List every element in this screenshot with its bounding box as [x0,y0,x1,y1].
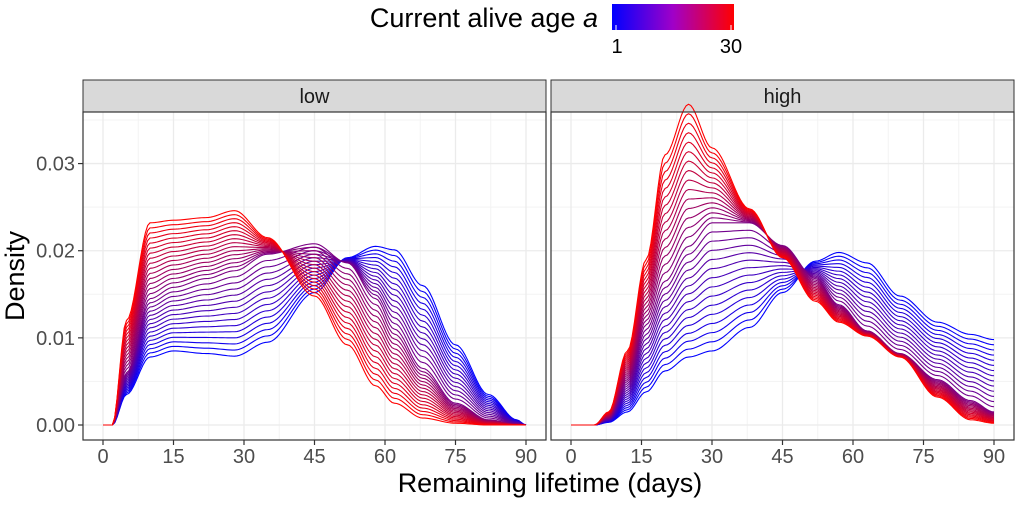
density-line-age-7 [571,268,995,426]
x-tick-label: 30 [701,446,723,468]
y-tick-label: 0.03 [36,154,75,176]
facet-label-high: high [764,86,802,108]
density-line-age-30 [103,210,526,426]
density-curves-high [571,103,995,426]
density-line-age-16 [103,246,527,426]
x-tick-label: 75 [444,446,466,468]
density-line-age-17 [571,212,995,426]
density-line-age-5 [571,265,995,426]
density-line-age-22 [103,242,527,426]
x-tick-label: 0 [97,446,108,468]
density-line-age-10 [571,259,995,426]
x-tick-label: 45 [303,446,325,468]
facet-label-low: low [299,86,330,108]
legend-min-label: 1 [611,36,622,58]
x-tick-label: 15 [162,446,184,468]
x-tick-label: 60 [842,446,864,468]
density-line-age-1 [571,251,995,426]
y-tick-label: 0.00 [36,415,75,437]
x-tick-label: 90 [515,446,537,468]
density-line-age-29 [103,214,527,426]
y-tick-label: 0.01 [36,328,75,350]
density-line-age-19 [571,202,995,426]
density-line-age-24 [103,234,527,426]
density-line-age-4 [571,263,995,426]
density-line-age-23 [103,238,527,426]
density-line-age-30 [571,103,995,426]
legend-title: Current alive age a [370,3,598,33]
density-line-age-27 [103,222,527,426]
density-line-age-11 [571,252,995,426]
density-line-age-19 [103,249,527,426]
density-line-age-3 [571,259,995,426]
y-axis-title: Density [0,230,30,321]
density-line-age-18 [571,207,995,426]
facet-panels: low 0 15 30 45 60 75 90 0.00 0.01 0.02 0.03 high 0 15 3… [36,79,1015,468]
density-line-age-28 [103,218,527,426]
panel-low: low 0 15 30 45 60 75 90 0.00 0.01 0.02 0.03 [36,79,547,468]
x-axis-title: Remaining lifetime (days) [398,468,703,498]
y-tick-label: 0.02 [36,241,75,263]
x-tick-label: 60 [374,446,396,468]
x-tick-label: 15 [630,446,652,468]
density-line-age-17 [103,250,527,426]
x-tick-label: 0 [565,446,576,468]
density-line-age-9 [571,265,995,426]
density-line-age-8 [571,268,995,426]
x-tick-label: 75 [912,446,934,468]
facet-strip-low [82,79,547,113]
density-line-age-6 [571,266,995,426]
density-curves-low [103,210,527,426]
legend-max-label: 30 [720,36,742,58]
density-line-age-25 [103,230,527,426]
legend-title-variable: a [583,3,598,33]
density-line-age-26 [103,226,527,426]
x-tick-label: 90 [983,446,1005,468]
density-line-age-2 [571,255,995,426]
density-line-age-20 [571,197,995,426]
density-line-age-21 [103,246,527,426]
density-line-age-15 [571,222,995,426]
color-legend: Current alive age a 1 30 [370,3,742,58]
legend-colorbar [612,4,734,30]
density-line-age-20 [103,248,527,426]
density-line-age-15 [103,243,527,426]
legend-title-text: Current alive age [370,3,583,33]
density-line-age-16 [571,217,995,426]
x-tick-label: 30 [233,446,255,468]
panel-high: high 0 15 30 45 60 75 90 [550,79,1015,468]
x-tick-label: 45 [771,446,793,468]
density-line-age-18 [103,250,527,426]
